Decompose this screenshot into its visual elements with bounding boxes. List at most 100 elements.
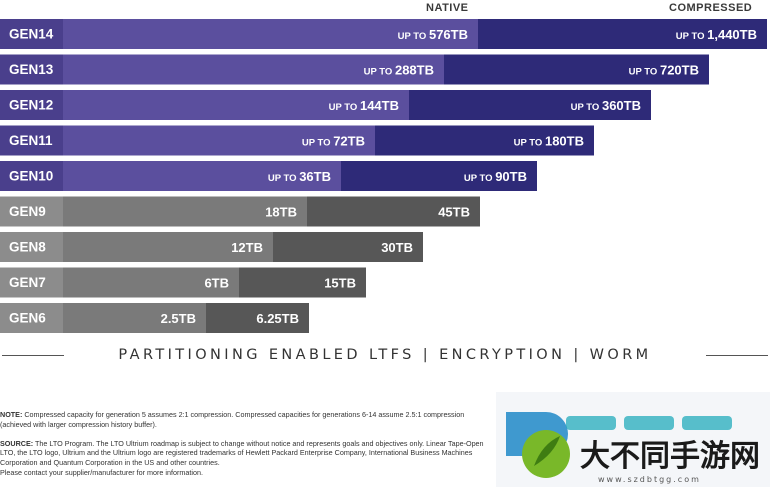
compressed-bar (375, 125, 594, 156)
compressed-bar (273, 232, 423, 262)
watermark-graphic: 大不同手游网 www.szdbtgg.com (506, 412, 760, 484)
gen-label: GEN14 (9, 27, 54, 42)
gen-label: GEN11 (9, 133, 53, 148)
gen-label-bg (0, 19, 63, 49)
gen-label: GEN12 (9, 98, 53, 113)
capacity-value: 576TB (429, 27, 468, 42)
gen-label-bg (0, 303, 63, 333)
watermark-logo: 大不同手游网 www.szdbtgg.com (496, 392, 770, 487)
gen-label-bg (0, 125, 63, 156)
compressed-bar (239, 267, 366, 298)
native-bar (63, 19, 478, 49)
compressed-bar (307, 196, 480, 227)
capacity-value: 18TB (265, 205, 297, 220)
capacity-value: 288TB (395, 63, 434, 78)
watermark-url: www.szdbtgg.com (598, 475, 701, 484)
compressed-value-label: UP TO 1,440TB (676, 27, 757, 42)
up-to-prefix: UP TO (329, 102, 360, 113)
source-paragraph: SOURCE: The LTO Program. The LTO Ultrium… (0, 439, 492, 468)
gen-label: GEN9 (9, 204, 46, 219)
compressed-value-label: 45TB (438, 205, 470, 220)
gen-label-bg (0, 54, 63, 85)
native-value-label: 6TB (204, 276, 229, 291)
up-to-prefix: UP TO (464, 173, 495, 184)
capacity-value: 30TB (381, 240, 413, 255)
up-to-prefix: UP TO (676, 31, 707, 42)
capacity-value: 90TB (495, 169, 527, 184)
compressed-value-label: UP TO 180TB (514, 134, 584, 149)
compressed-bar (478, 19, 767, 49)
up-to-prefix: UP TO (302, 138, 333, 149)
source-head: SOURCE: (0, 438, 34, 448)
note-text: Compressed capacity for generation 5 ass… (0, 410, 465, 429)
features-rule-left (2, 355, 64, 356)
footnotes: NOTE: Compressed capacity for generation… (0, 410, 492, 487)
gen-label: GEN7 (9, 275, 46, 290)
capacity-value: 45TB (438, 205, 470, 220)
compressed-value-label: UP TO 360TB (571, 98, 641, 113)
up-to-prefix: UP TO (514, 138, 545, 149)
up-to-prefix: UP TO (268, 173, 299, 184)
compressed-value-label: 6.25TB (256, 311, 299, 326)
gen-label-bg (0, 232, 63, 262)
compressed-bar (409, 90, 651, 120)
capacity-value: 6TB (204, 276, 229, 291)
native-bar (63, 303, 206, 333)
capacity-value: 12TB (231, 240, 263, 255)
gen-label-bg (0, 161, 63, 191)
note-head: NOTE: (0, 410, 23, 419)
capacity-value: 360TB (602, 98, 641, 113)
contact-paragraph: Please contact your supplier/manufacture… (0, 467, 203, 477)
compressed-value-label: UP TO 720TB (629, 63, 699, 78)
up-to-prefix: UP TO (364, 67, 395, 78)
watermark-leaf-vein-icon (534, 436, 560, 466)
gen-label: GEN13 (9, 62, 54, 77)
capacity-value: 180TB (545, 134, 584, 149)
native-bar (63, 196, 307, 227)
native-bar (63, 90, 409, 120)
compressed-bar (444, 54, 709, 85)
native-header: NATIVE (426, 2, 469, 14)
features-text: PARTITIONING ENABLED LTFS | ENCRYPTION |… (118, 347, 652, 363)
capacity-value: 36TB (299, 169, 331, 184)
native-value-label: UP TO 72TB (302, 134, 365, 149)
gen-label-bg (0, 90, 63, 120)
compressed-value-label: UP TO 90TB (464, 169, 527, 184)
native-bar (63, 232, 273, 262)
capacity-value: 144TB (360, 98, 399, 113)
native-value-label: UP TO 144TB (329, 98, 399, 113)
capacity-value: 72TB (333, 134, 365, 149)
gen-label: GEN10 (9, 169, 53, 184)
gen-label: GEN8 (9, 240, 46, 255)
up-to-prefix: UP TO (398, 31, 429, 42)
native-value-label: UP TO 288TB (364, 63, 434, 78)
compressed-value-label: 30TB (381, 240, 413, 255)
note-paragraph: NOTE: Compressed capacity for generation… (0, 410, 492, 430)
logo-teal-stripe-3 (682, 416, 732, 430)
up-to-prefix: UP TO (629, 67, 660, 78)
native-bar (63, 267, 239, 298)
compressed-bar (341, 161, 537, 191)
compressed-bar (206, 303, 309, 333)
logo-teal-stripe-2 (624, 416, 674, 430)
native-value-label: 2.5TB (161, 311, 196, 326)
native-bar (63, 125, 375, 156)
compressed-value-label: 15TB (324, 276, 356, 291)
native-value-label: 12TB (231, 240, 263, 255)
capacity-value: 6.25TB (256, 311, 299, 326)
capacity-value: 1,440TB (707, 27, 757, 42)
native-value-label: UP TO 36TB (268, 169, 331, 184)
watermark-text: 大不同手游网 (580, 439, 760, 474)
native-value-label: 18TB (265, 205, 297, 220)
gen-label-bg (0, 196, 63, 227)
capacity-value: 15TB (324, 276, 356, 291)
source-text: The LTO Program. The LTO Ultrium roadmap… (0, 438, 484, 468)
features-rule-right (706, 355, 768, 356)
native-bar (63, 54, 444, 85)
native-value-label: UP TO 576TB (398, 27, 468, 42)
logo-teal-stripe-1 (566, 416, 616, 430)
gen-label: GEN6 (9, 311, 46, 326)
gen-label-bg (0, 267, 63, 298)
up-to-prefix: UP TO (571, 102, 602, 113)
